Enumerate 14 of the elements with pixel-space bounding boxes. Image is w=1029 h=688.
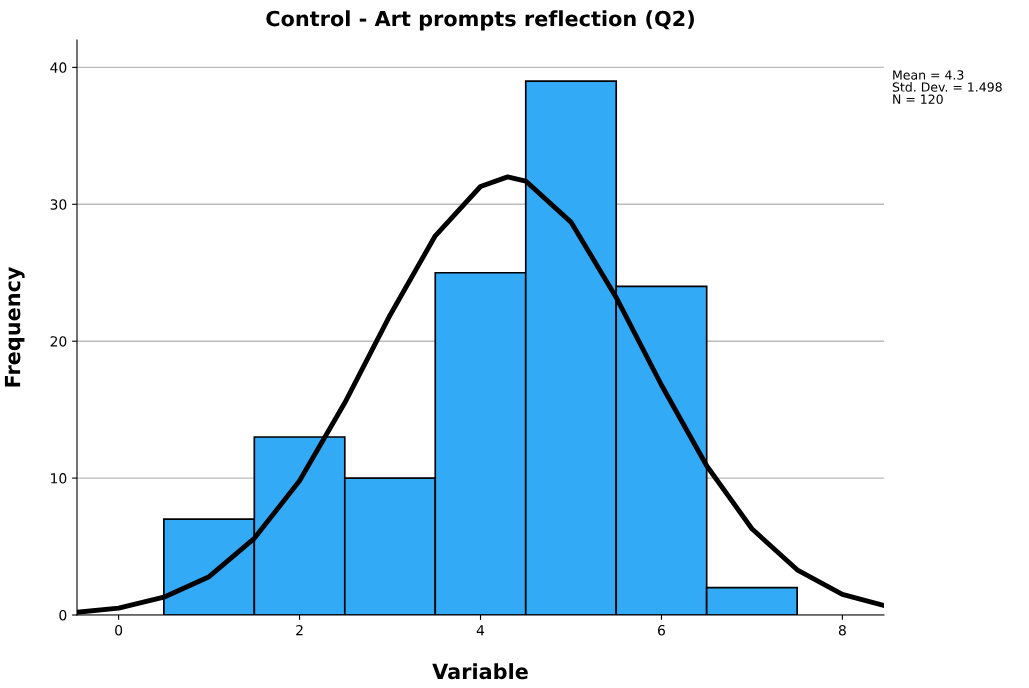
x-tick-label: 8 (838, 624, 846, 636)
y-tick-label: 30 (50, 199, 67, 210)
x-tick-label: 6 (657, 624, 665, 636)
y-tick-label: 20 (50, 336, 67, 347)
x-tick-label: 2 (296, 624, 303, 636)
chart-title: Control - Art prompts reflection (Q2) (266, 10, 694, 31)
y-tick-label: 40 (50, 62, 67, 73)
text: Mean = 4.3 Std. Dev. = 1.498 N = 120 (892, 70, 1002, 104)
y-tick-label: 0 (59, 609, 67, 621)
y-tick-label: 10 (51, 473, 67, 484)
x-tick-label: 4 (476, 625, 485, 636)
y-axis-title: Frequency (4, 266, 25, 387)
x-tick-label: 0 (115, 624, 123, 636)
x-axis-title: Variable (432, 663, 528, 680)
